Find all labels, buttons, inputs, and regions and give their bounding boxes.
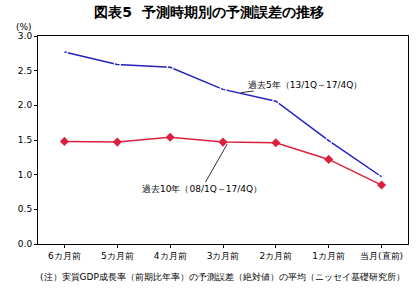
svg-text:2.5: 2.5 [18,66,32,76]
svg-text:1.0: 1.0 [18,170,33,180]
svg-text:2.0: 2.0 [18,100,33,110]
svg-text:3.0: 3.0 [18,31,33,41]
svg-text:4カ月前: 4カ月前 [154,251,187,261]
svg-text:0.5: 0.5 [18,204,32,214]
svg-text:図表5 予測時期別の予測誤差の推移: 図表5 予測時期別の予測誤差の推移 [94,4,324,20]
svg-text:5カ月前: 5カ月前 [101,251,134,261]
svg-text:1.5: 1.5 [18,135,32,145]
svg-text:1カ月前: 1カ月前 [312,251,345,261]
svg-text:0.0: 0.0 [18,239,33,249]
svg-text:(%): (%) [16,22,32,32]
svg-text:6カ月前: 6カ月前 [48,251,81,261]
svg-text:当月(直前): 当月(直前) [360,251,403,261]
svg-text:過去10年（08/1Q～17/4Q）: 過去10年（08/1Q～17/4Q） [142,184,262,194]
svg-text:2カ月前: 2カ月前 [259,251,292,261]
svg-text:3カ月前: 3カ月前 [207,251,240,261]
svg-text:過去5年（13/1Q～17/4Q）: 過去5年（13/1Q～17/4Q） [248,80,362,90]
svg-text:(注）実質GDP成長率（前期比年率）の予測誤差（絶対値）の平: (注）実質GDP成長率（前期比年率）の予測誤差（絶対値）の平均（ニッセイ基礎研究… [40,272,405,282]
